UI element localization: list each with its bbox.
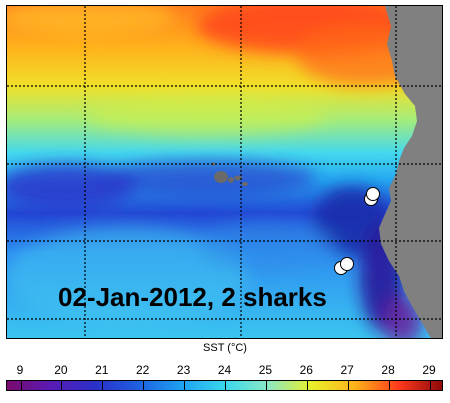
colorbar-notch-3 [143,381,145,390]
shark-marker-2b[interactable] [340,257,354,271]
galapagos-islands [211,162,248,186]
colorbar-tick-7: 26 [299,363,313,377]
colorbar-tick-1: 20 [54,363,68,377]
shark-marker-1b[interactable] [366,187,380,201]
colorbar-notch-2 [102,381,104,390]
colorbar-tick-9: 28 [381,363,395,377]
colorbar-notch-10 [429,381,431,390]
colorbar-tick-10: 29 [422,363,436,377]
sst-patches [7,6,437,338]
land-mass [379,6,442,338]
sst-map[interactable] [6,5,443,339]
shark-markers [334,187,380,275]
colorbar-tick-5: 24 [217,363,232,377]
colorbar-notch-9 [388,381,390,390]
colorbar-tick-8: 27 [340,363,354,377]
colorbar-notch-1 [61,381,63,390]
colorbar-tick-2: 21 [95,363,109,377]
colorbar-notch-6 [265,381,267,390]
colorbar-tick-0: 9 [16,363,24,377]
colorbar-tick-4: 23 [176,363,191,377]
graticule [7,6,442,338]
colorbar-notch-4 [184,381,186,390]
colorbar-tick-6: 25 [258,363,273,377]
colorbar-tick-labels: 9 20 21 22 23 24 25 26 27 28 29 [6,363,443,377]
colorbar-tick-3: 22 [136,363,150,377]
colorbar-notch-0 [20,381,22,390]
colorbar-notch-5 [225,381,226,390]
date-caption: 02-Jan-2012, 2 sharks [58,282,327,312]
colorbar-notch-7 [306,381,308,390]
colorbar-notch-8 [347,381,349,390]
colorbar-title: SST (°C) [203,342,247,354]
sst-colorbar [6,380,443,391]
